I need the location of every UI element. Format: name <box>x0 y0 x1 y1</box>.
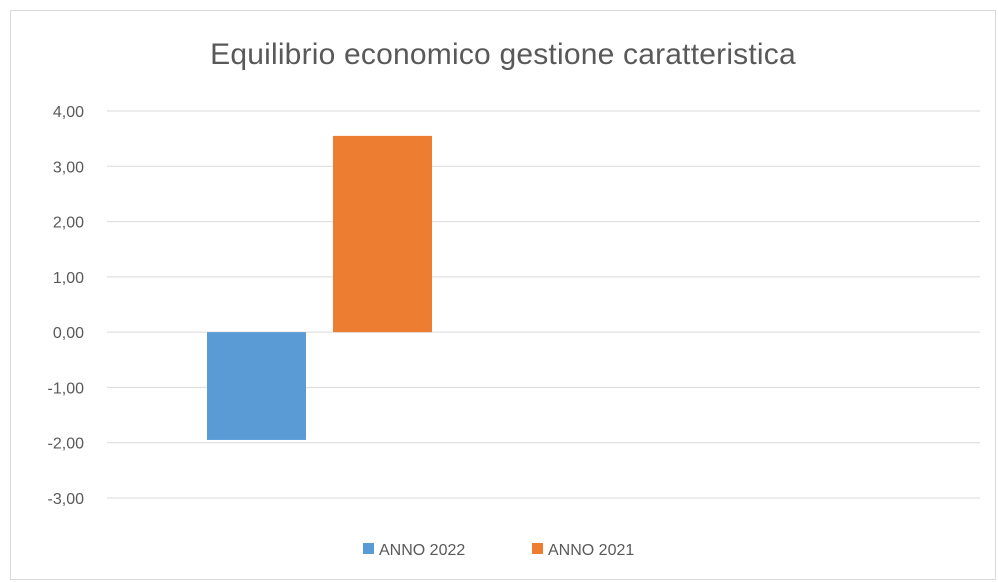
legend-swatch <box>532 543 543 554</box>
bar-anno-2022 <box>207 332 306 440</box>
legend-swatch <box>363 543 374 554</box>
chart-title: Equilibrio economico gestione caratteris… <box>210 38 796 71</box>
bars <box>207 135 432 440</box>
y-tick-label: 0,00 <box>53 325 84 342</box>
y-tick-label: 3,00 <box>53 159 84 176</box>
y-tick-label: 2,00 <box>53 215 84 232</box>
legend-label: ANNO 2021 <box>548 542 634 559</box>
y-tick-label: 4,00 <box>53 104 84 121</box>
y-tick-label: 1,00 <box>53 270 84 287</box>
y-tick-label: -3,00 <box>48 491 85 508</box>
y-tick-label: -1,00 <box>48 380 85 397</box>
y-tick-label: -2,00 <box>48 436 85 453</box>
bar-anno-2021 <box>333 135 432 333</box>
legend-label: ANNO 2022 <box>379 542 465 559</box>
legend: ANNO 2022 ANNO 2021 <box>363 542 634 559</box>
chart-frame <box>10 10 996 580</box>
y-axis-tick-labels: 4,00 3,00 2,00 1,00 0,00 -1,00 -2,00 -3,00 <box>48 104 85 508</box>
